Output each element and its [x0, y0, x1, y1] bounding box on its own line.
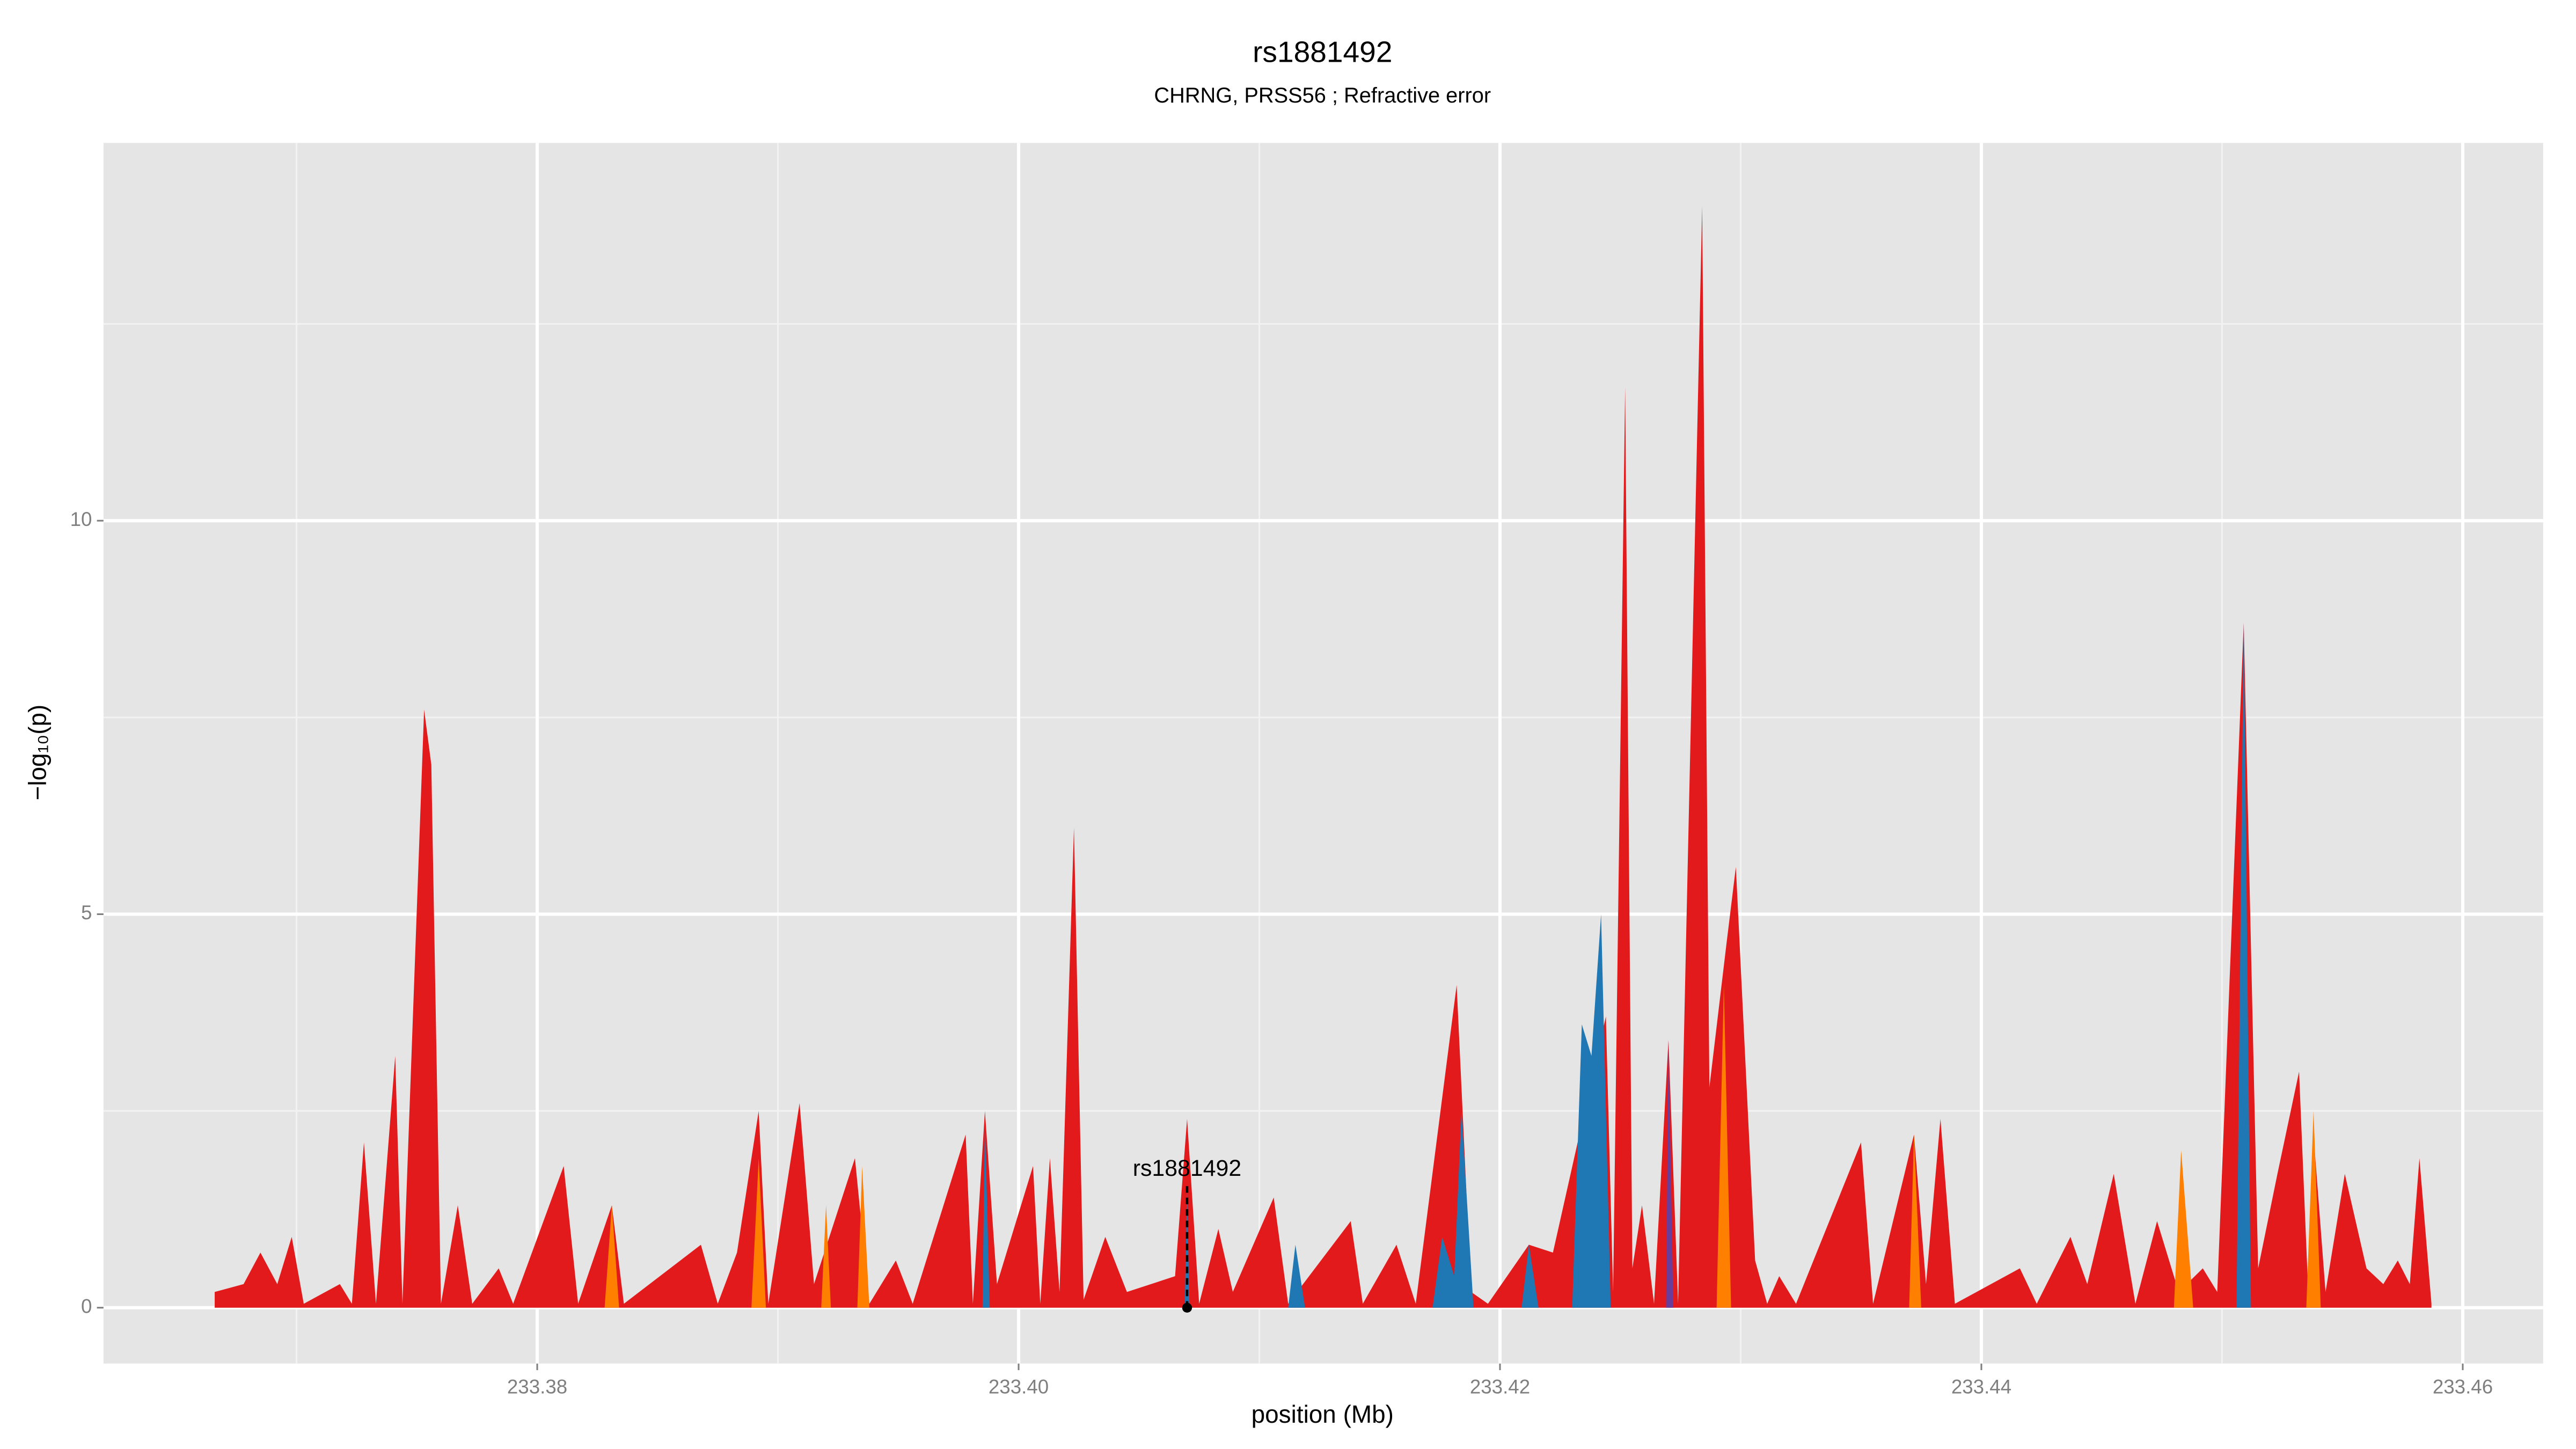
area	[1521, 1245, 1539, 1308]
y-tick-label: 5	[81, 902, 92, 924]
area	[857, 1166, 869, 1308]
x-axis-label: position (Mb)	[1252, 1400, 1394, 1428]
area	[1572, 914, 1611, 1308]
x-tick-label: 233.42	[1470, 1375, 1530, 1397]
area	[604, 1205, 619, 1308]
y-tick-label: 10	[70, 508, 92, 530]
chart-subtitle: CHRNG, PRSS56 ; Refractive error	[1154, 84, 1491, 107]
x-tick-label: 233.44	[1951, 1375, 2011, 1397]
area	[1666, 1040, 1673, 1308]
panel	[103, 143, 2543, 1364]
area	[821, 1205, 831, 1308]
x-tick-label: 233.46	[2433, 1375, 2493, 1397]
area	[215, 206, 2432, 1308]
area	[2236, 623, 2251, 1308]
y-tick-label: 0	[81, 1295, 92, 1317]
area	[1288, 1245, 1305, 1308]
x-tick-label: 233.38	[507, 1375, 567, 1397]
chart-title: rs1881492	[1253, 35, 1392, 69]
y-axis-label: −log₁₀(p)	[24, 705, 52, 801]
highlight-label: rs1881492	[1133, 1155, 1241, 1181]
area	[1716, 985, 1731, 1308]
area	[751, 1158, 766, 1308]
area	[2174, 1150, 2193, 1308]
area	[1432, 1111, 1474, 1308]
highlight-point	[1182, 1302, 1192, 1313]
x-tick-label: 233.40	[989, 1375, 1049, 1397]
area	[2306, 1111, 2321, 1308]
area	[1909, 1135, 1921, 1308]
